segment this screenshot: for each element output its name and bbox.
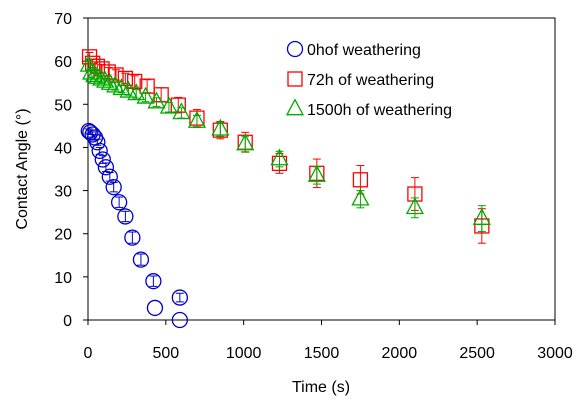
x-axis-title: Time (s) — [292, 379, 350, 396]
data-point — [97, 159, 115, 176]
data-point — [236, 133, 255, 151]
legend-label: 72h of weathering — [307, 72, 434, 89]
legend-item: 0hof weathering — [286, 40, 421, 59]
data-point — [96, 70, 115, 88]
data-point — [172, 102, 191, 120]
x-axis: 0 500 1000 1500 2000 2500 3000 — [84, 320, 573, 362]
x-tick-label: 1000 — [226, 345, 262, 362]
x-tick-label: 0 — [84, 345, 93, 362]
legend-marker — [286, 40, 304, 58]
x-tick-label: 500 — [152, 345, 179, 362]
x-tick-label: 1500 — [304, 345, 340, 362]
legend-label: 0hof weathering — [307, 42, 421, 59]
y-tick-label: 30 — [54, 184, 72, 201]
data-point — [94, 151, 111, 168]
legend: 0hof weathering 72h of weathering 1500h of… — [285, 40, 452, 119]
legend-label: 1500h of weathering — [307, 102, 452, 119]
data-point — [84, 126, 101, 143]
data-point — [80, 122, 97, 140]
legend-item: 1500h of weathering — [285, 98, 452, 119]
data-point — [124, 229, 141, 246]
data-point — [307, 164, 326, 182]
legend-marker — [285, 98, 305, 116]
data-point — [136, 86, 155, 104]
x-tick-label: 2500 — [459, 345, 495, 362]
data-point — [270, 148, 289, 166]
y-axis: 0 10 20 30 40 50 60 70 — [54, 11, 88, 330]
data-point — [352, 172, 369, 188]
series-circle — [80, 122, 188, 329]
y-tick-label: 50 — [54, 97, 72, 114]
data-point — [211, 118, 230, 136]
data-point — [127, 83, 146, 101]
data-point — [101, 168, 118, 185]
y-axis-title: Contact Angle (°) — [14, 108, 31, 229]
legend-item: 72h of weathering — [287, 71, 434, 89]
data-point — [187, 110, 207, 128]
data-point — [170, 97, 186, 113]
data-point — [159, 96, 179, 114]
data-point — [89, 134, 106, 151]
data-point — [132, 251, 150, 268]
data-point — [145, 273, 162, 290]
data-point — [100, 72, 119, 90]
data-point — [105, 178, 122, 196]
data-point — [472, 207, 491, 225]
data-point — [171, 289, 188, 306]
y-tick-label: 60 — [54, 54, 72, 71]
y-tick-label: 10 — [54, 270, 72, 287]
x-tick-label: 2000 — [382, 345, 418, 362]
series-triangle — [79, 54, 491, 233]
data-point — [79, 54, 98, 72]
x-tick-label: 3000 — [537, 345, 573, 362]
y-tick-label: 20 — [54, 227, 72, 244]
data-point — [405, 197, 424, 215]
y-tick-label: 40 — [54, 140, 72, 157]
data-point — [351, 188, 370, 206]
series-layer — [79, 49, 491, 329]
data-point — [147, 91, 166, 109]
data-point — [146, 299, 164, 317]
y-tick-label: 0 — [63, 313, 72, 330]
legend-marker — [287, 71, 303, 87]
data-point — [117, 208, 134, 225]
data-point — [110, 194, 128, 211]
y-tick-label: 70 — [54, 11, 72, 28]
data-point — [91, 142, 108, 160]
data-point — [171, 311, 188, 329]
